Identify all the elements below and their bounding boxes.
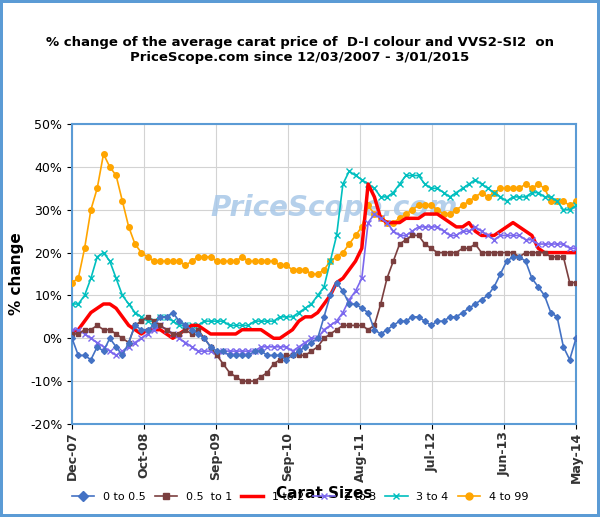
Text: PriceScope.com: PriceScope.com [211, 194, 458, 222]
Y-axis label: % change: % change [10, 233, 25, 315]
X-axis label: Carat Sizes: Carat Sizes [276, 485, 372, 500]
Legend: 0 to 0.5, 0.5  to 1, 1 to 2, 2 to 3, 3 to 4, 4 to 99: 0 to 0.5, 0.5 to 1, 1 to 2, 2 to 3, 3 to… [67, 488, 533, 506]
Text: % change of the average carat price of  D-I colour and VVS2-SI2  on
PriceScope.c: % change of the average carat price of D… [46, 36, 554, 64]
